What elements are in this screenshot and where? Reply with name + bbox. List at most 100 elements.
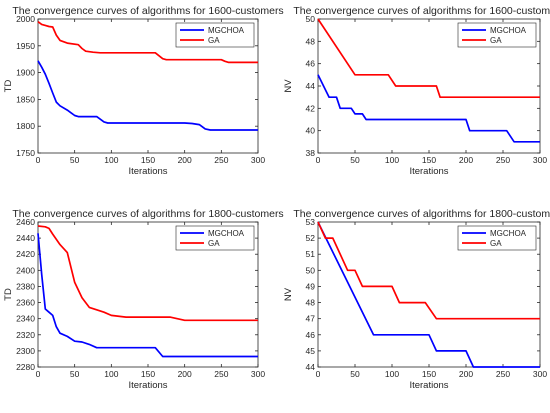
y-tick-label: 46	[306, 59, 316, 69]
series-line-mgchoa	[37, 233, 258, 358]
y-tick-label: 44	[306, 362, 316, 372]
legend-entry: MGCHOA	[208, 229, 245, 238]
y-tick-label: 1750	[16, 148, 35, 158]
y-tick-label: 2460	[16, 217, 35, 227]
x-axis-label: Iterations	[409, 380, 448, 391]
y-axis-label: TD	[3, 288, 14, 301]
x-tick-label: 50	[350, 155, 360, 165]
y-tick-label: 2280	[16, 362, 35, 372]
y-axis-label: TD	[3, 80, 14, 93]
y-tick-label: 38	[306, 148, 316, 158]
x-axis-label: Iterations	[128, 380, 167, 391]
chart-title: The convergence curves of algorithms for…	[293, 208, 550, 220]
x-tick-label: 250	[214, 155, 228, 165]
x-tick-label: 100	[104, 369, 118, 379]
series-line-mgchoa	[317, 74, 540, 143]
x-tick-label: 150	[422, 155, 436, 165]
chart-panel-4: The convergence curves of algorithms for…	[283, 208, 550, 391]
y-tick-label: 47	[306, 314, 316, 324]
y-tick-label: 2340	[16, 314, 35, 324]
x-tick-label: 200	[459, 369, 473, 379]
x-tick-label: 100	[385, 369, 399, 379]
x-tick-label: 150	[141, 155, 155, 165]
x-tick-label: 0	[36, 155, 41, 165]
chart-panel-1: The convergence curves of algorithms for…	[3, 5, 284, 177]
x-tick-label: 250	[496, 155, 510, 165]
y-tick-label: 52	[306, 233, 316, 243]
x-tick-label: 150	[141, 369, 155, 379]
chart-title: The convergence curves of algorithms for…	[12, 5, 283, 17]
y-tick-label: 2400	[16, 265, 35, 275]
y-tick-label: 48	[306, 36, 316, 46]
legend-box	[175, 22, 255, 48]
y-tick-label: 50	[306, 14, 316, 24]
legend-box	[457, 22, 537, 48]
x-tick-label: 0	[316, 155, 321, 165]
legend-entry: MGCHOA	[208, 26, 245, 35]
legend-entry: MGCHOA	[490, 26, 527, 35]
x-tick-label: 0	[36, 369, 41, 379]
chart-title: The convergence curves of algorithms for…	[293, 5, 550, 17]
x-tick-label: 100	[104, 155, 118, 165]
series-line-ga	[37, 21, 258, 64]
y-tick-label: 48	[306, 298, 316, 308]
x-tick-label: 200	[178, 155, 192, 165]
y-tick-label: 2300	[16, 346, 35, 356]
y-tick-label: 46	[306, 330, 316, 340]
y-tick-label: 49	[306, 281, 316, 291]
chart-panel-3: The convergence curves of algorithms for…	[3, 208, 284, 391]
y-tick-label: 2360	[16, 298, 35, 308]
y-tick-label: 40	[306, 126, 316, 136]
y-tick-label: 51	[306, 249, 316, 259]
legend-entry: GA	[208, 239, 220, 248]
y-tick-label: 44	[306, 81, 316, 91]
y-tick-label: 2000	[16, 14, 35, 24]
y-axis-label: NV	[283, 79, 294, 93]
y-axis-label: NV	[283, 287, 294, 301]
legend-entry: MGCHOA	[490, 229, 527, 238]
series-line-mgchoa	[37, 60, 258, 131]
y-tick-label: 2380	[16, 281, 35, 291]
y-tick-label: 53	[306, 217, 316, 227]
x-tick-label: 50	[350, 369, 360, 379]
x-tick-label: 300	[533, 155, 547, 165]
x-tick-label: 200	[178, 369, 192, 379]
x-tick-label: 250	[214, 369, 228, 379]
legend-entry: GA	[490, 36, 502, 45]
series-line-ga	[37, 225, 258, 322]
x-tick-label: 300	[251, 369, 265, 379]
x-tick-label: 250	[496, 369, 510, 379]
legend-entry: GA	[490, 239, 502, 248]
y-tick-label: 50	[306, 265, 316, 275]
y-tick-label: 1850	[16, 94, 35, 104]
x-tick-label: 300	[533, 369, 547, 379]
x-axis-label: Iterations	[409, 166, 448, 177]
x-tick-label: 300	[251, 155, 265, 165]
chart-panel-2: The convergence curves of algorithms for…	[283, 5, 550, 177]
chart-title: The convergence curves of algorithms for…	[12, 208, 283, 220]
legend-entry: GA	[208, 36, 220, 45]
y-tick-label: 1900	[16, 68, 35, 78]
y-tick-label: 2320	[16, 330, 35, 340]
y-tick-label: 1950	[16, 41, 35, 51]
y-tick-label: 45	[306, 346, 316, 356]
x-tick-label: 100	[385, 155, 399, 165]
y-tick-label: 1800	[16, 121, 35, 131]
legend-box	[457, 225, 537, 251]
series-line-mgchoa	[317, 221, 540, 368]
y-tick-label: 2420	[16, 249, 35, 259]
series-line-ga	[317, 18, 540, 99]
y-tick-label: 2440	[16, 233, 35, 243]
series-line-ga	[317, 221, 540, 320]
x-tick-label: 150	[422, 369, 436, 379]
y-tick-label: 42	[306, 103, 316, 113]
x-tick-label: 50	[70, 369, 80, 379]
x-axis-label: Iterations	[128, 166, 167, 177]
legend-box	[175, 225, 255, 251]
x-tick-label: 50	[70, 155, 80, 165]
